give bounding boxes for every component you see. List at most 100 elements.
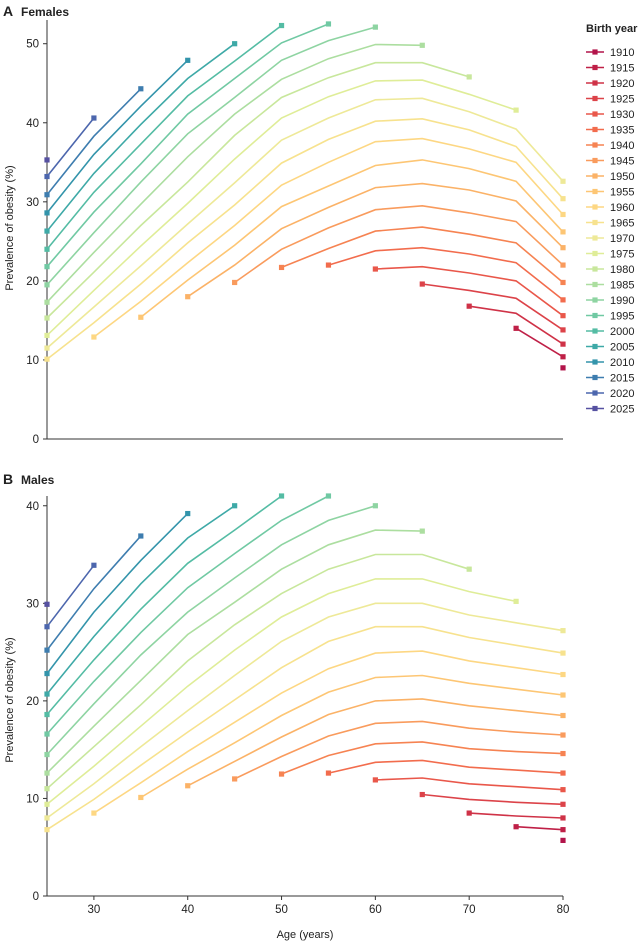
panel-a-series-1930	[372, 265, 566, 319]
panel-a-series-marker-1965	[560, 196, 566, 202]
panel-b-series-1965	[44, 625, 566, 833]
panel-a-series-line-1925	[422, 283, 564, 331]
legend-swatch-marker	[592, 126, 598, 133]
panel-b-series-marker-1970	[560, 628, 566, 634]
legend-swatch-marker	[592, 405, 598, 412]
legend-item-1945: 1945	[586, 156, 634, 168]
panel-b-series-marker-2020	[91, 562, 97, 568]
panel-b-series-marker-1990	[44, 751, 50, 758]
panel-a-series-marker-1955	[138, 314, 144, 320]
panel-b-series-2000	[44, 493, 285, 718]
legend-label: 1995	[610, 311, 634, 323]
legend-item-2000: 2000	[586, 326, 634, 338]
panel-a-series-marker-1910	[560, 365, 566, 371]
legend-item-1955: 1955	[586, 187, 634, 199]
panel-a-series-1970	[44, 97, 566, 351]
panel-b-series-marker-1945	[560, 732, 566, 738]
panel-a-series-line-1955	[140, 159, 564, 318]
panel-b-x-tick-label: 70	[463, 904, 476, 916]
panel-a-series-2020	[44, 115, 97, 180]
panel-a-series-line-1970	[46, 97, 564, 349]
legend-item-2025: 2025	[586, 404, 634, 416]
panel-b-series-marker-1965	[560, 650, 566, 656]
legend-label: 1985	[610, 280, 634, 292]
legend-item-1910: 1910	[586, 47, 634, 59]
legend-item-1985: 1985	[586, 280, 634, 292]
panel-a-series-line-2000	[46, 24, 282, 250]
panel-a-series-marker-1915	[513, 325, 519, 331]
panel-b-x-tick-label: 40	[181, 904, 194, 916]
panel-a-series-1985	[44, 42, 425, 305]
panel-a-females: A Females Prevalence of obesity (%) 0 10 2…	[3, 3, 566, 446]
legend-item-1965: 1965	[586, 218, 634, 230]
panel-b-series-2015	[44, 533, 144, 653]
panel-a-series-marker-2020	[91, 115, 97, 121]
panel-a-series-marker-1980	[44, 315, 50, 321]
panel-a-y-tick-label: 10	[26, 355, 39, 367]
legend-swatch-marker	[592, 312, 598, 319]
panel-a-series-marker-1930	[560, 313, 566, 319]
panel-b-series-line-1935	[328, 759, 564, 774]
legend-label: 1990	[610, 295, 634, 307]
panel-b-x-tick-label: 50	[275, 904, 288, 916]
panel-b-series-marker-1920	[560, 815, 566, 821]
panel-b-series-1985	[44, 528, 425, 776]
panel-a-series-marker-1985	[44, 299, 50, 305]
panel-b-series-2020	[44, 562, 97, 630]
panel-b-series-line-1960	[93, 650, 564, 814]
panel-a-series-marker-1945	[232, 279, 238, 286]
legend-item-2005: 2005	[586, 342, 634, 354]
legend-swatch-marker	[592, 359, 598, 365]
panel-a-series-marker-2010	[185, 57, 191, 63]
panel-b-series-1950	[185, 698, 566, 789]
panel-a-series-1910	[560, 365, 566, 371]
panel-b-males: B Males Prevalence of obesity (%) Age (y…	[3, 471, 569, 941]
panel-b-axes: 0 10 20 30 40 30 40 50 60 70 80	[26, 496, 569, 916]
legend-item-1995: 1995	[586, 311, 634, 323]
legend-swatch-marker	[592, 266, 598, 272]
legend-label: 2020	[610, 388, 634, 400]
legend-label: 2010	[610, 357, 634, 369]
panel-a-y-tick-label: 30	[26, 197, 39, 209]
panel-a-series-2005	[44, 41, 238, 234]
panel-b-series-line-1945	[234, 720, 564, 780]
panel-a-series-marker-1975	[513, 107, 519, 113]
panel-b-series-marker-1930	[560, 787, 566, 793]
legend-item-1940: 1940	[586, 140, 634, 152]
panel-b-y-tick-label: 20	[26, 696, 39, 708]
panel-b-series-marker-2015	[138, 533, 144, 539]
panel-b-series-marker-1955	[560, 692, 566, 698]
panel-a-series-line-1945	[234, 204, 564, 284]
legend-label: 1940	[610, 140, 634, 152]
panel-a-series-1940	[278, 226, 566, 286]
panel-b-series-line-1915	[516, 825, 564, 831]
panel-a-series-line-1920	[469, 305, 564, 345]
panel-b-y-tick-label: 10	[26, 793, 39, 805]
panel-b-series-marker-1930	[372, 777, 378, 783]
panel-b-series-marker-1915	[513, 824, 519, 830]
panel-a-series-line-1960	[93, 137, 564, 338]
panel-b-series-marker-2025	[44, 601, 50, 607]
panel-b-series-line-1970	[46, 602, 564, 819]
legend-label: 1980	[610, 264, 634, 276]
panel-b-series-1990	[44, 503, 378, 758]
panel-b-y-tick-label: 40	[26, 501, 39, 513]
legend-swatch-marker	[592, 173, 598, 179]
panel-b-x-tick-label: 60	[369, 904, 382, 916]
panel-a-y-tick-label: 0	[33, 434, 39, 446]
legend-label: 1970	[610, 233, 634, 245]
panel-a-series-2000	[44, 22, 285, 252]
legend-swatch-marker	[592, 157, 598, 164]
panel-b-series-marker-1960	[560, 671, 566, 678]
legend-item-1920: 1920	[586, 78, 634, 90]
legend-swatch-marker	[592, 188, 598, 195]
legend-item-1935: 1935	[586, 125, 634, 137]
panel-a-series-marker-1935	[325, 262, 332, 268]
panel-a-series-marker-1920	[466, 303, 472, 309]
panel-a-series-1950	[185, 182, 566, 300]
panel-a-series-marker-2025	[44, 157, 50, 163]
panel-a-series-1960	[91, 137, 566, 340]
panel-b-y-tick-label: 0	[33, 891, 39, 903]
panel-a-series-marker-1960	[91, 334, 97, 340]
